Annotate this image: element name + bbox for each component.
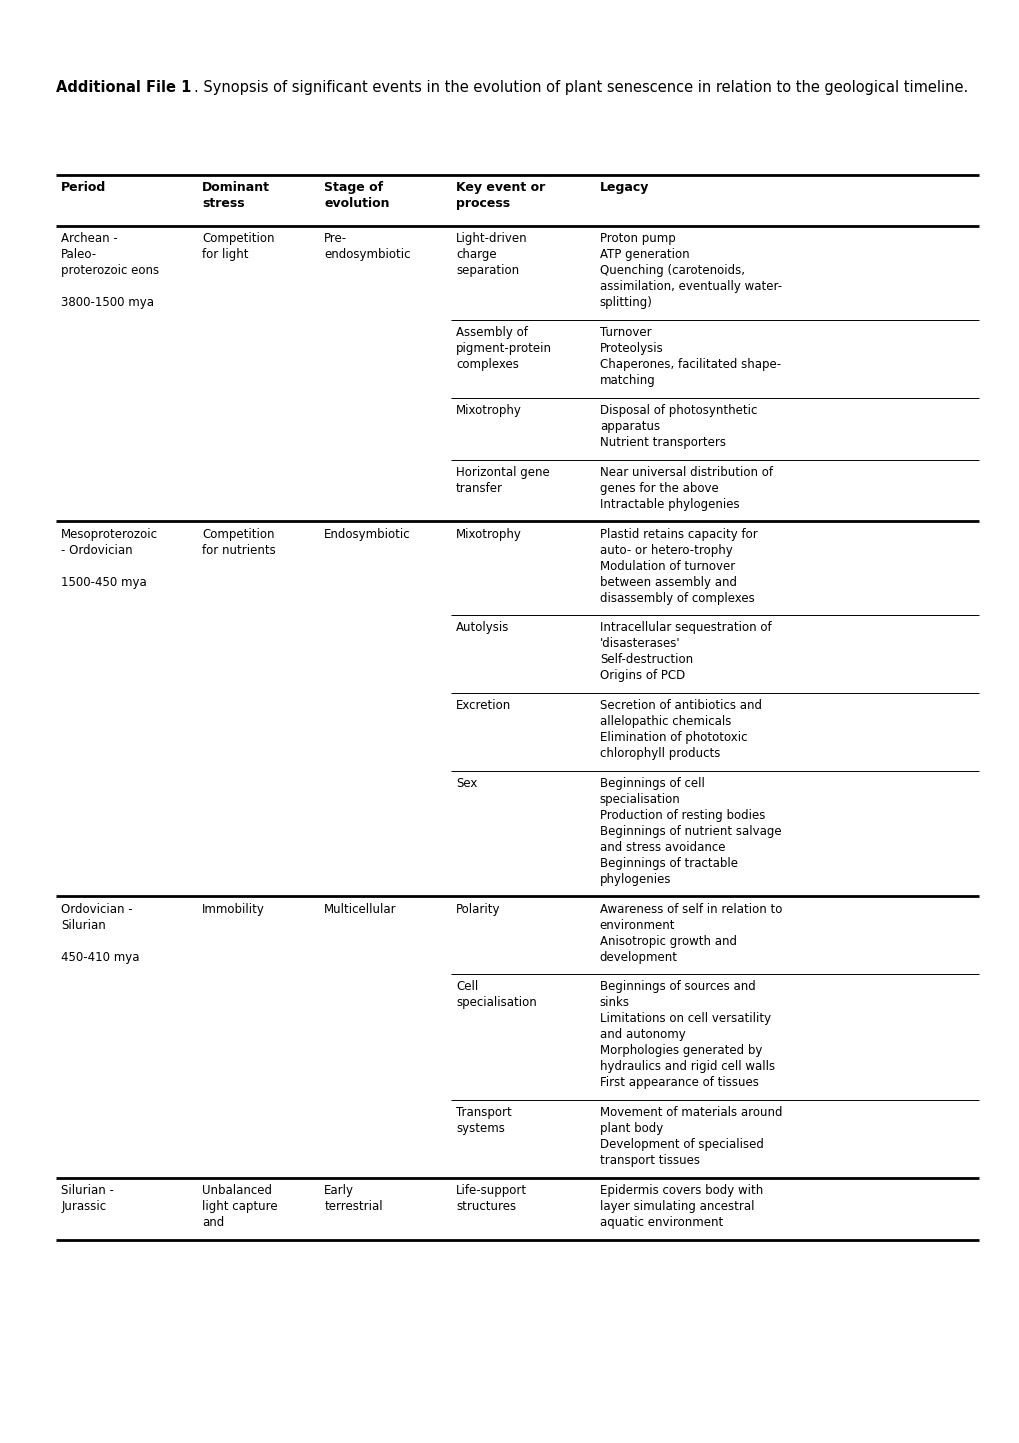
- Text: Secretion of antibiotics and
allelopathic chemicals
Elimination of phototoxic
ch: Secretion of antibiotics and allelopathi…: [599, 700, 761, 760]
- Text: Mixotrophy: Mixotrophy: [455, 404, 522, 417]
- Text: Ordovician -
Silurian

450-410 mya: Ordovician - Silurian 450-410 mya: [61, 903, 140, 964]
- Text: Archean -
Paleo-
proterozoic eons

3800-1500 mya: Archean - Paleo- proterozoic eons 3800-1…: [61, 232, 159, 309]
- Text: Stage of
evolution: Stage of evolution: [324, 182, 389, 211]
- Text: Pre-
endosymbiotic: Pre- endosymbiotic: [324, 232, 411, 261]
- Text: Excretion: Excretion: [455, 700, 511, 713]
- Text: Beginnings of sources and
sinks
Limitations on cell versatility
and autonomy
Mor: Beginnings of sources and sinks Limitati…: [599, 980, 774, 1089]
- Text: Competition
for nutrients: Competition for nutrients: [202, 528, 275, 557]
- Text: Period: Period: [61, 182, 106, 195]
- Text: Dominant
stress: Dominant stress: [202, 182, 270, 211]
- Text: Autolysis: Autolysis: [455, 622, 508, 635]
- Text: Immobility: Immobility: [202, 903, 265, 916]
- Text: Plastid retains capacity for
auto- or hetero-trophy
Modulation of turnover
betwe: Plastid retains capacity for auto- or he…: [599, 528, 757, 605]
- Text: Assembly of
pigment-protein
complexes: Assembly of pigment-protein complexes: [455, 326, 551, 371]
- Text: Unbalanced
light capture
and: Unbalanced light capture and: [202, 1183, 277, 1229]
- Text: Horizontal gene
transfer: Horizontal gene transfer: [455, 466, 549, 495]
- Text: Competition
for light: Competition for light: [202, 232, 274, 261]
- Text: Legacy: Legacy: [599, 182, 648, 195]
- Text: . Synopsis of significant events in the evolution of plant senescence in relatio: . Synopsis of significant events in the …: [194, 79, 967, 95]
- Text: Mesoproterozoic
- Ordovician

1500-450 mya: Mesoproterozoic - Ordovician 1500-450 my…: [61, 528, 158, 589]
- Text: Beginnings of cell
specialisation
Production of resting bodies
Beginnings of nut: Beginnings of cell specialisation Produc…: [599, 776, 781, 886]
- Text: Near universal distribution of
genes for the above
Intractable phylogenies: Near universal distribution of genes for…: [599, 466, 772, 511]
- Text: Light-driven
charge
separation: Light-driven charge separation: [455, 232, 527, 277]
- Text: Disposal of photosynthetic
apparatus
Nutrient transporters: Disposal of photosynthetic apparatus Nut…: [599, 404, 756, 449]
- Text: Proton pump
ATP generation
Quenching (carotenoids,
assimilation, eventually wate: Proton pump ATP generation Quenching (ca…: [599, 232, 782, 309]
- Text: Awareness of self in relation to
environment
Anisotropic growth and
development: Awareness of self in relation to environ…: [599, 903, 782, 964]
- Text: Transport
systems: Transport systems: [455, 1107, 512, 1136]
- Text: Polarity: Polarity: [455, 903, 500, 916]
- Text: Sex: Sex: [455, 776, 477, 791]
- Text: Early
terrestrial: Early terrestrial: [324, 1183, 382, 1214]
- Text: Mixotrophy: Mixotrophy: [455, 528, 522, 541]
- Text: Key event or
process: Key event or process: [455, 182, 545, 211]
- Text: Cell
specialisation: Cell specialisation: [455, 980, 536, 1010]
- Text: Epidermis covers body with
layer simulating ancestral
aquatic environment: Epidermis covers body with layer simulat…: [599, 1183, 762, 1229]
- Text: Movement of materials around
plant body
Development of specialised
transport tis: Movement of materials around plant body …: [599, 1107, 782, 1167]
- Text: Silurian -
Jurassic: Silurian - Jurassic: [61, 1183, 114, 1214]
- Text: Additional File 1: Additional File 1: [56, 79, 192, 95]
- Text: Turnover
Proteolysis
Chaperones, facilitated shape-
matching: Turnover Proteolysis Chaperones, facilit…: [599, 326, 781, 387]
- Text: Endosymbiotic: Endosymbiotic: [324, 528, 411, 541]
- Text: Life-support
structures: Life-support structures: [455, 1183, 527, 1214]
- Text: Multicellular: Multicellular: [324, 903, 396, 916]
- Text: Intracellular sequestration of
'disasterases'
Self-destruction
Origins of PCD: Intracellular sequestration of 'disaster…: [599, 622, 770, 683]
